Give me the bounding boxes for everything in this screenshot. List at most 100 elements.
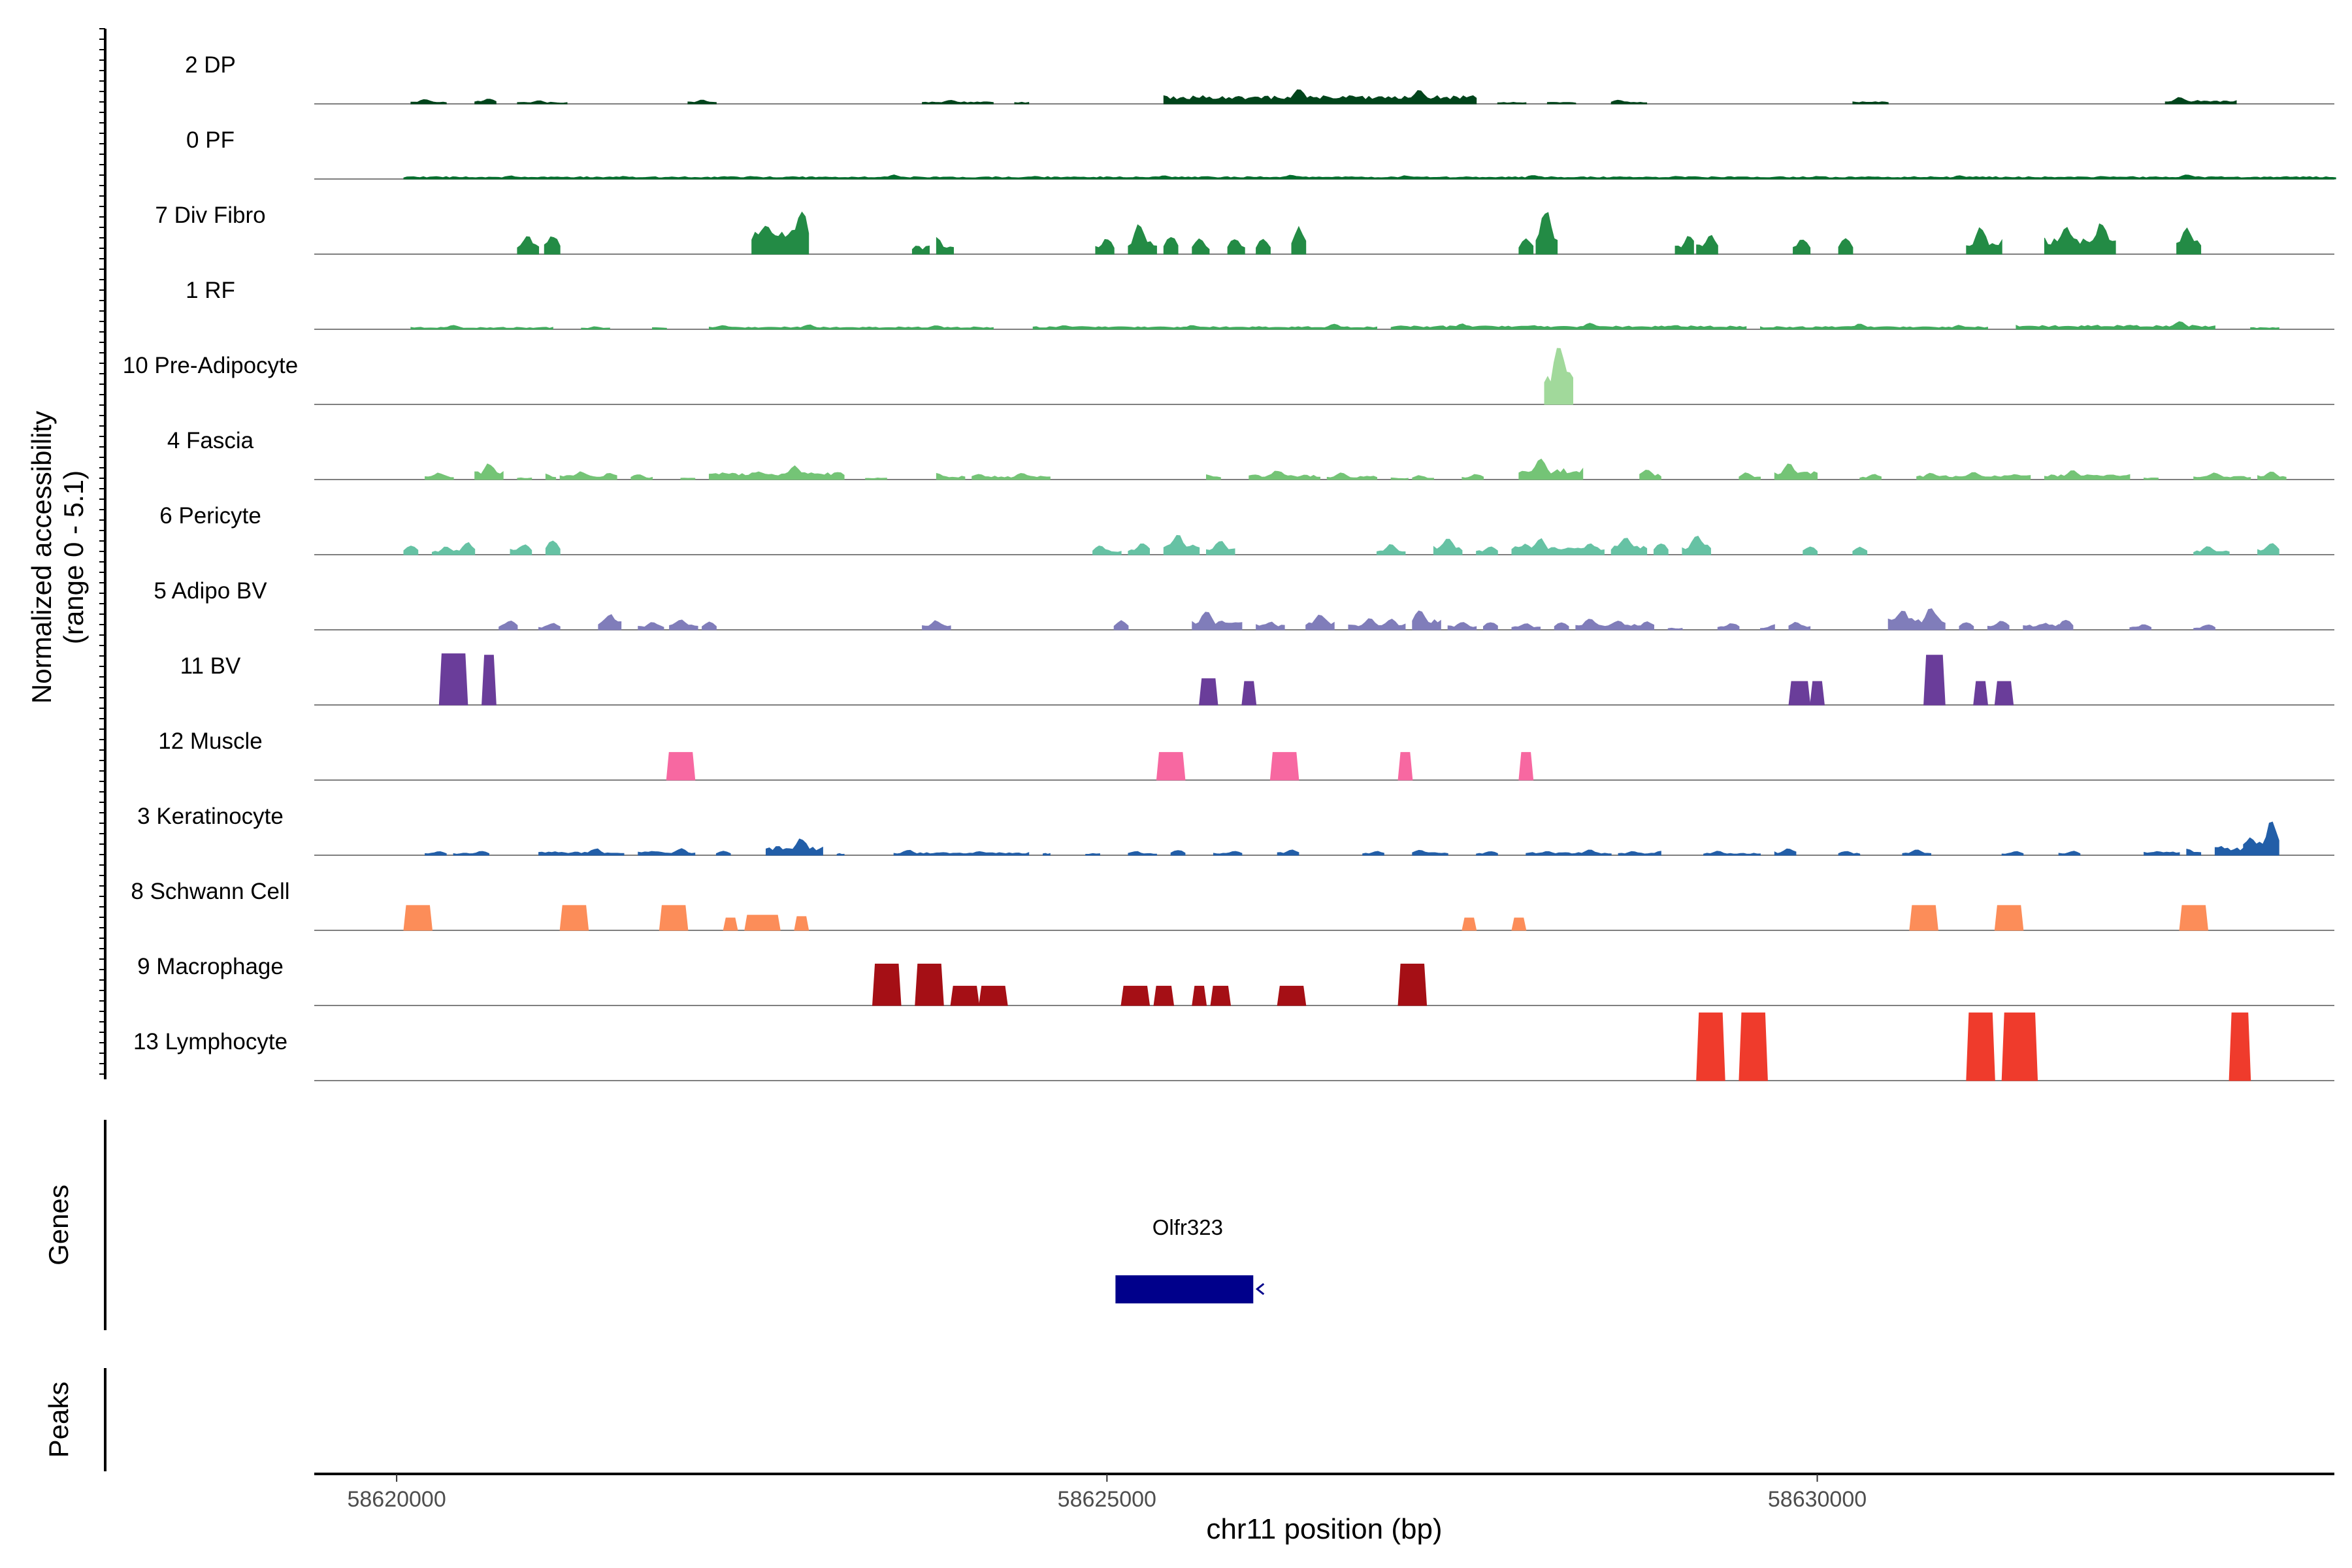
coverage-peak — [950, 985, 980, 1006]
coverage-peak — [1852, 101, 1889, 105]
coverage-peak — [865, 477, 887, 480]
coverage-peak — [1362, 851, 1384, 856]
coverage-peak — [651, 327, 667, 330]
coverage-peak — [1192, 985, 1207, 1006]
coverage-peak — [1859, 474, 1882, 480]
coverage-peak — [1170, 850, 1186, 856]
coverage-peak — [1526, 849, 1612, 856]
track-label: 2 DP — [185, 52, 236, 78]
coverage-peak — [1788, 681, 1811, 706]
coverage-peak — [517, 236, 540, 255]
coverage-peak — [1838, 851, 1861, 856]
coverage-peak — [1128, 224, 1157, 255]
coverage-peak — [1909, 905, 1938, 931]
coverage-peak — [1916, 472, 2031, 480]
coverage-peak — [1618, 851, 1661, 856]
coverage-peak — [2186, 848, 2202, 856]
track-group: 2 DP 0 PF 7 Div Fibro 1 RF 10 Pre-Adipocyte 4… — [123, 52, 2336, 1081]
coverage-peak — [1518, 458, 1584, 480]
coverage-peak — [517, 477, 532, 480]
coverage-peak — [1959, 622, 1974, 630]
track-9-macrophage: 9 Macrophage — [137, 954, 2334, 1006]
coverage-peak — [1128, 851, 1157, 856]
track-13-lymphocyte: 13 Lymphocyte — [133, 1012, 2334, 1081]
track-1-rf: 1 RF — [186, 278, 2334, 330]
coverage-peak — [1412, 475, 1434, 480]
coverage-peak — [1759, 323, 1988, 330]
track-label: 3 Keratinocyte — [137, 804, 284, 829]
peaks-panel-label: Peaks — [43, 1382, 74, 1458]
coverage-peak — [922, 99, 994, 105]
track-label: 1 RF — [186, 278, 235, 303]
coverage-peak — [403, 546, 419, 555]
coverage-peak — [836, 853, 845, 856]
coverage-peak — [1376, 544, 1406, 555]
coverage-peak — [1535, 212, 1558, 255]
coverage-peak — [1205, 474, 1221, 480]
coverage-peak — [669, 619, 698, 630]
coverage-peak — [2257, 543, 2279, 555]
coverage-peak — [1163, 89, 1477, 105]
coverage-peak — [474, 99, 497, 105]
coverage-peak — [2001, 1012, 2038, 1081]
track-label: 11 BV — [180, 653, 241, 679]
coverage-peak — [1269, 752, 1299, 781]
coverage-peak — [474, 463, 504, 480]
track-7-div-fibro: 7 Div Fibro — [155, 203, 2334, 255]
coverage-peak — [1759, 624, 1775, 630]
track-label: 10 Pre-Adipocyte — [123, 353, 298, 378]
coverage-peak — [2016, 321, 2215, 330]
coverage-peak — [1412, 610, 1441, 630]
coverage-peak — [936, 237, 955, 255]
coverage-peak — [2164, 97, 2237, 105]
gene-body — [1115, 1275, 1254, 1303]
coverage-peak — [1973, 681, 1989, 706]
coverage-peak — [765, 838, 823, 856]
coverage-peak — [751, 211, 809, 255]
coverage-peak — [1554, 622, 1569, 630]
track-label: 12 Muscle — [158, 728, 263, 754]
coverage-peak — [979, 985, 1008, 1006]
coverage-peak — [2023, 623, 2059, 630]
coverage-peak — [1682, 536, 1711, 555]
coverage-peak — [915, 963, 944, 1006]
track-10-pre-adipocyte: 10 Pre-Adipocyte — [123, 348, 2334, 405]
coverage-peak — [453, 851, 490, 856]
coverage-peak — [687, 99, 717, 105]
coverage-peak — [680, 478, 696, 480]
coverage-peak — [1546, 102, 1576, 105]
coverage-peak — [1544, 348, 1574, 405]
gene-group: Olfr323 — [1115, 1215, 1265, 1303]
coverage-peak — [1014, 101, 1030, 105]
coverage-peak — [1462, 917, 1477, 931]
coverage-peak — [1482, 622, 1498, 630]
coverage-peak — [911, 245, 930, 255]
track-label: 0 PF — [186, 127, 235, 153]
coverage-peak — [1994, 905, 2024, 931]
coverage-y-ticks — [99, 28, 105, 1075]
coverage-peak — [581, 326, 610, 330]
coverage-peak — [1305, 614, 1335, 630]
coverage-peak — [1390, 323, 1747, 330]
coverage-peak — [1241, 681, 1257, 706]
coverage-peak — [545, 473, 557, 480]
coverage-peak — [403, 174, 2336, 180]
coverage-peak — [794, 916, 809, 931]
coverage-peak — [1462, 474, 1484, 480]
coverage-peak — [702, 621, 717, 630]
track-2-dp: 2 DP — [185, 52, 2334, 105]
coverage-peak — [972, 472, 1051, 480]
track-3-keratinocyte: 3 Keratinocyte — [137, 804, 2334, 856]
coverage-peak — [744, 915, 781, 931]
coverage-peak — [1210, 985, 1232, 1006]
coverage-peak — [1095, 238, 1115, 255]
coverage-peak — [872, 963, 902, 1006]
gene-strand-arrow-icon — [1255, 1282, 1265, 1296]
coverage-peak — [708, 324, 994, 330]
coverage-peak — [1518, 238, 1534, 255]
coverage-peak — [922, 620, 951, 630]
coverage-peak — [403, 905, 433, 931]
coverage-peak — [1575, 619, 1655, 630]
track-label: 9 Macrophage — [137, 954, 284, 979]
coverage-peak — [1887, 608, 1946, 630]
